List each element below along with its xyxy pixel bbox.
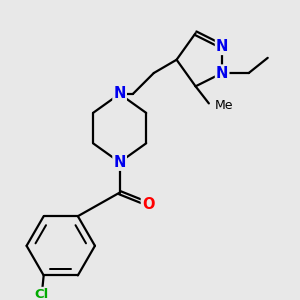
Text: O: O bbox=[142, 196, 155, 211]
Text: Me: Me bbox=[214, 99, 233, 112]
Text: N: N bbox=[113, 86, 126, 101]
Text: N: N bbox=[216, 65, 228, 80]
Text: N: N bbox=[216, 39, 228, 54]
Text: N: N bbox=[113, 155, 126, 170]
Text: Cl: Cl bbox=[35, 288, 49, 300]
